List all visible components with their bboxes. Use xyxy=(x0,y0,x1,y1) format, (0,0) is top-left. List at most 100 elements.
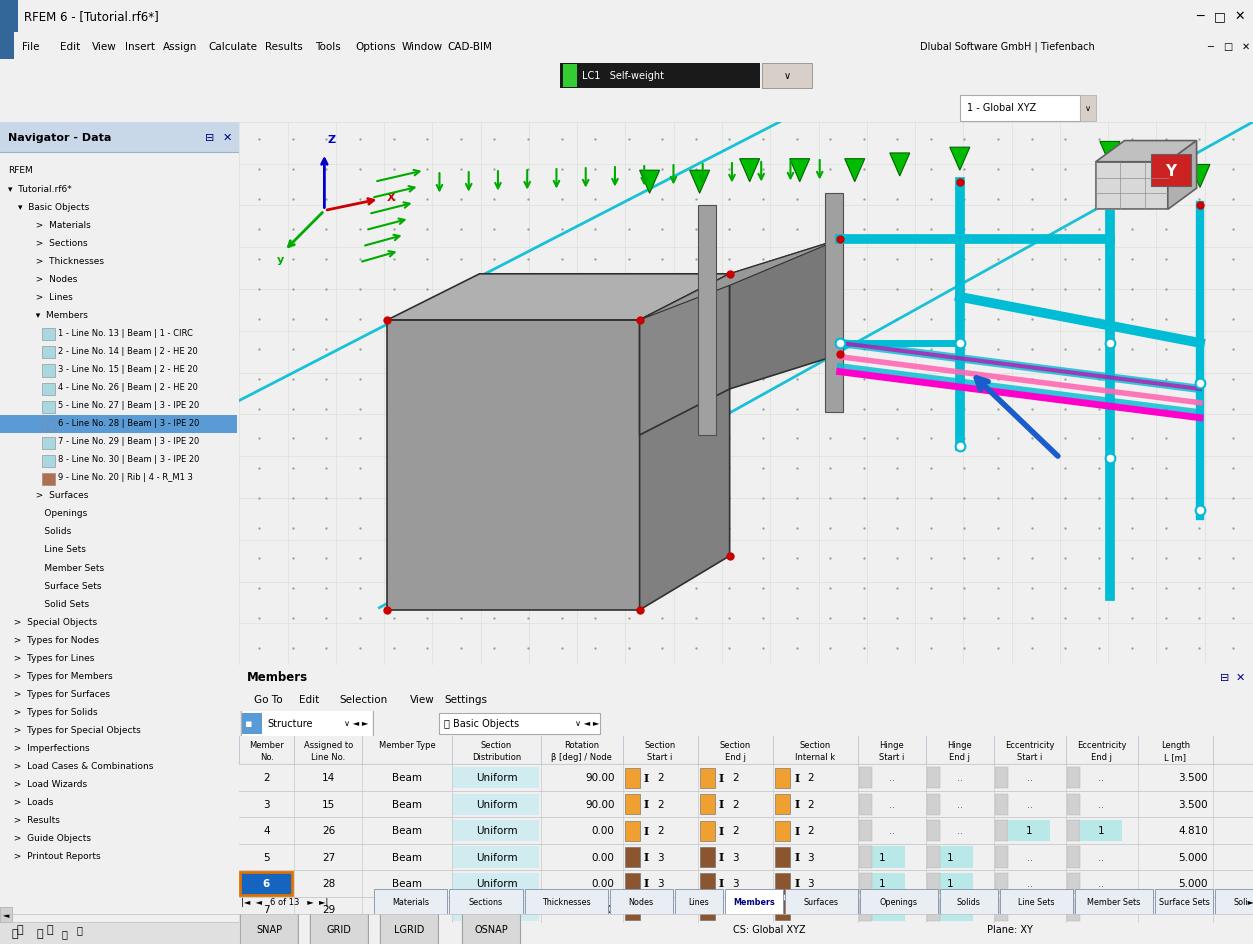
Text: I: I xyxy=(794,772,799,783)
Text: ▪: ▪ xyxy=(246,718,253,728)
Text: Member: Member xyxy=(249,740,284,749)
Bar xyxy=(0,415,237,433)
Text: 🎬: 🎬 xyxy=(61,928,68,938)
Text: Plane: XY: Plane: XY xyxy=(987,924,1032,934)
Text: Calculate: Calculate xyxy=(208,42,257,52)
Bar xyxy=(452,820,539,841)
Text: Hinge: Hinge xyxy=(947,740,972,749)
Text: ⟋ Basic Objects: ⟋ Basic Objects xyxy=(445,718,520,728)
Bar xyxy=(995,873,1007,894)
Text: Uniform: Uniform xyxy=(476,904,517,915)
Text: >  Load Cases & Combinations: > Load Cases & Combinations xyxy=(8,761,153,770)
Text: Sections: Sections xyxy=(469,897,502,906)
Polygon shape xyxy=(490,100,510,123)
Text: Settings: Settings xyxy=(445,695,487,704)
Text: 1: 1 xyxy=(878,851,885,862)
Text: Window: Window xyxy=(402,42,444,52)
Bar xyxy=(41,347,55,359)
Text: Beam: Beam xyxy=(392,904,422,915)
Text: ─: ─ xyxy=(1197,10,1204,23)
Text: ..: .. xyxy=(1098,851,1104,862)
Bar xyxy=(774,767,789,788)
Bar xyxy=(774,873,789,894)
Bar xyxy=(927,847,940,868)
Text: ..: .. xyxy=(1098,904,1104,915)
Text: View: View xyxy=(91,42,117,52)
Text: Go To: Go To xyxy=(254,695,283,704)
Text: Member Sets: Member Sets xyxy=(1088,897,1140,906)
Bar xyxy=(699,767,714,788)
Bar xyxy=(858,847,872,868)
Text: 3: 3 xyxy=(658,878,664,888)
Text: >  Sections: > Sections xyxy=(30,239,88,247)
Text: I: I xyxy=(719,825,724,835)
Text: Edit: Edit xyxy=(60,42,80,52)
Text: CS: Global XYZ: CS: Global XYZ xyxy=(733,924,806,934)
Text: 2: 2 xyxy=(658,772,664,783)
Bar xyxy=(927,820,940,841)
Text: Assigned to: Assigned to xyxy=(303,740,353,749)
Bar xyxy=(858,767,872,788)
Text: 3: 3 xyxy=(658,904,664,915)
Polygon shape xyxy=(540,100,560,123)
Text: LC1   Self-weight: LC1 Self-weight xyxy=(581,71,664,81)
Text: ▾  Members: ▾ Members xyxy=(30,311,88,319)
Bar xyxy=(1000,889,1073,914)
Bar xyxy=(452,900,539,920)
Text: 9 - Line No. 20 | Rib | 4 - R_M1 3: 9 - Line No. 20 | Rib | 4 - R_M1 3 xyxy=(58,473,193,481)
FancyBboxPatch shape xyxy=(242,688,373,759)
Text: 🎬: 🎬 xyxy=(76,924,83,934)
Text: 3.500: 3.500 xyxy=(1178,799,1208,809)
Bar xyxy=(452,847,539,868)
Text: No.: No. xyxy=(259,752,274,761)
Bar xyxy=(1007,820,1050,841)
Text: Section: Section xyxy=(644,740,675,749)
Bar xyxy=(0,33,14,60)
Text: 1: 1 xyxy=(878,904,885,915)
Text: Assign: Assign xyxy=(163,42,198,52)
Text: Solids: Solids xyxy=(957,897,981,906)
Text: ..: .. xyxy=(888,825,895,835)
Bar xyxy=(1066,847,1080,868)
Bar xyxy=(41,437,55,449)
Bar xyxy=(0,922,239,944)
Text: ∨: ∨ xyxy=(1085,104,1091,112)
Text: ..: .. xyxy=(1098,772,1104,783)
Text: >  Types for Surfaces: > Types for Surfaces xyxy=(8,689,110,699)
Bar xyxy=(450,889,523,914)
Text: Uniform: Uniform xyxy=(476,772,517,783)
Text: I: I xyxy=(644,878,649,888)
Text: Beam: Beam xyxy=(392,878,422,888)
Text: Section: Section xyxy=(719,740,751,749)
Text: Structure: Structure xyxy=(267,718,313,728)
Text: 4 - Line No. 26 | Beam | 2 - HE 20: 4 - Line No. 26 | Beam | 2 - HE 20 xyxy=(58,382,198,392)
Text: OSNAP: OSNAP xyxy=(475,924,509,934)
Text: File: File xyxy=(23,42,40,52)
Bar xyxy=(858,794,872,815)
Text: ∨: ∨ xyxy=(783,71,791,81)
Text: 2: 2 xyxy=(732,772,739,783)
Text: X: X xyxy=(386,193,395,202)
Text: 0.00: 0.00 xyxy=(591,851,614,862)
Text: ..: .. xyxy=(888,772,895,783)
Polygon shape xyxy=(1100,143,1120,165)
Text: Hinge: Hinge xyxy=(880,740,905,749)
Text: 2: 2 xyxy=(807,799,814,809)
Text: Z: Z xyxy=(327,135,336,145)
Bar xyxy=(699,900,714,920)
Text: Line Sets: Line Sets xyxy=(1019,897,1055,906)
Text: 1: 1 xyxy=(946,878,954,888)
Text: Start i: Start i xyxy=(880,752,905,761)
Text: ..: .. xyxy=(1027,904,1032,915)
Text: Beam: Beam xyxy=(392,772,422,783)
Text: 6 - Line No. 28 | Beam | 3 - IPE 20: 6 - Line No. 28 | Beam | 3 - IPE 20 xyxy=(58,419,199,428)
Text: >  Nodes: > Nodes xyxy=(30,275,78,283)
Text: I: I xyxy=(794,904,799,915)
Text: 5: 5 xyxy=(263,851,269,862)
Text: Uniform: Uniform xyxy=(476,799,517,809)
Text: Solids: Solids xyxy=(30,527,71,536)
Text: ∨ ◄ ►: ∨ ◄ ► xyxy=(345,718,368,728)
Text: 5.000: 5.000 xyxy=(1179,851,1208,862)
Text: □: □ xyxy=(1214,10,1225,23)
Bar xyxy=(858,873,872,894)
